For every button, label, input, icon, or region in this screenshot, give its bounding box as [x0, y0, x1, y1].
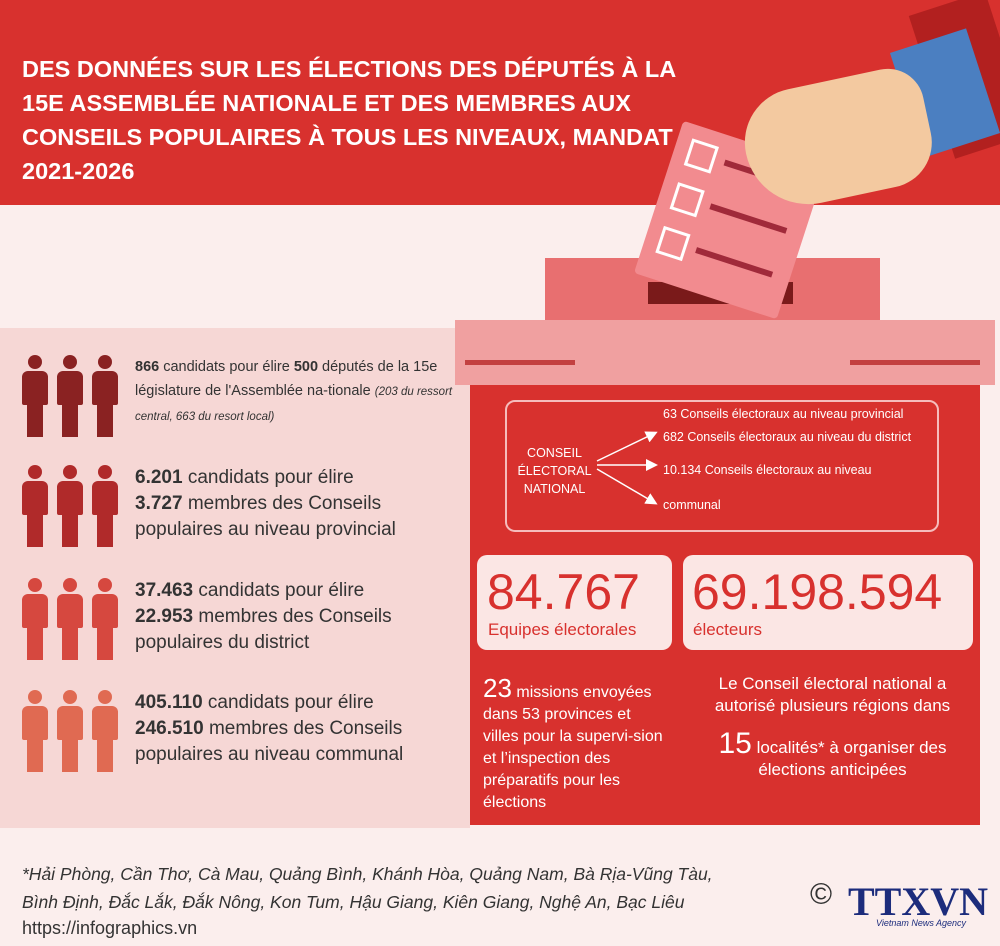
- people-icon: [20, 690, 125, 775]
- council-item: communal: [663, 498, 721, 512]
- page-title: DES DONNÉES SUR LES ÉLECTIONS DES DÉPUTÉ…: [22, 56, 676, 184]
- person-icon: [90, 578, 120, 660]
- early-number: 15: [718, 727, 752, 760]
- person-icon: [20, 465, 50, 547]
- stat-row: 405.110 candidats pour élire 246.510 memb…: [20, 690, 460, 790]
- stat-row: 6.201 candidats pour élire 3.727 membres …: [20, 465, 460, 565]
- person-icon: [90, 690, 120, 772]
- person-icon: [55, 690, 85, 772]
- council-item: 10.134 Conseils électoraux au niveau: [663, 463, 872, 477]
- lid-line-right: [850, 360, 980, 365]
- stat-teams-label: Equipes électorales: [488, 620, 637, 639]
- copyright-icon: ©: [810, 878, 833, 911]
- ttxvn-logo: TTXVN: [848, 879, 989, 924]
- person-icon: [20, 690, 50, 772]
- person-icon: [90, 465, 120, 547]
- people-icon: [20, 578, 125, 663]
- ballot-box-lid: [455, 320, 995, 385]
- logo-tagline: Vietnam News Agency: [876, 918, 967, 928]
- person-icon: [90, 355, 120, 437]
- stat-teams-value: 84.767: [487, 564, 640, 620]
- footnote: *Hải Phòng, Cần Thơ, Cà Mau, Quảng Bình,…: [22, 864, 713, 912]
- person-icon: [55, 355, 85, 437]
- person-icon: [20, 578, 50, 660]
- stat-box-voters: [683, 555, 973, 650]
- stat-text: 405.110 candidats pour élire 246.510 memb…: [135, 692, 404, 765]
- stat-box-teams: [477, 555, 672, 650]
- early-intro: Le Conseil électoral national a autorisé…: [714, 674, 951, 715]
- council-item: 682 Conseils électoraux au niveau du dis…: [663, 430, 912, 444]
- early-description: localités* à organiser des élections ant…: [751, 738, 947, 779]
- people-icon: [20, 465, 125, 550]
- early-text: 15 localités* à organiser des élections …: [700, 729, 965, 781]
- council-item: 63 Conseils électoraux au niveau provinc…: [663, 407, 904, 421]
- stat-text: 37.463 candidats pour élire 22.953 membre…: [135, 580, 392, 653]
- stat-voters-value: 69.198.594: [692, 564, 943, 620]
- council-name: CONSEIL ÉLECTORAL NATIONAL: [517, 446, 592, 496]
- source-url[interactable]: https://infographics.vn: [22, 918, 198, 938]
- council-arrows: [596, 431, 658, 505]
- stat-row: 866 candidats pour élire 500 députés de …: [20, 355, 460, 455]
- missions-description: missions envoyées dans 53 provinces et v…: [483, 684, 663, 811]
- stat-voters-label: électeurs: [693, 620, 762, 639]
- council-diagram: [505, 400, 939, 532]
- person-icon: [55, 578, 85, 660]
- stat-row: 37.463 candidats pour élire 22.953 membre…: [20, 578, 460, 678]
- missions-number: 23: [483, 673, 512, 703]
- missions-text: 23 missions envoyées dans 53 provinces e…: [483, 675, 663, 814]
- person-icon: [55, 465, 85, 547]
- stat-text: 866 candidats pour élire 500 députés de …: [135, 359, 453, 423]
- people-icon: [20, 355, 125, 440]
- person-icon: [20, 355, 50, 437]
- lid-line-left: [465, 360, 575, 365]
- stat-text: 6.201 candidats pour élire 3.727 membres …: [135, 467, 396, 540]
- stats-background: [0, 328, 470, 828]
